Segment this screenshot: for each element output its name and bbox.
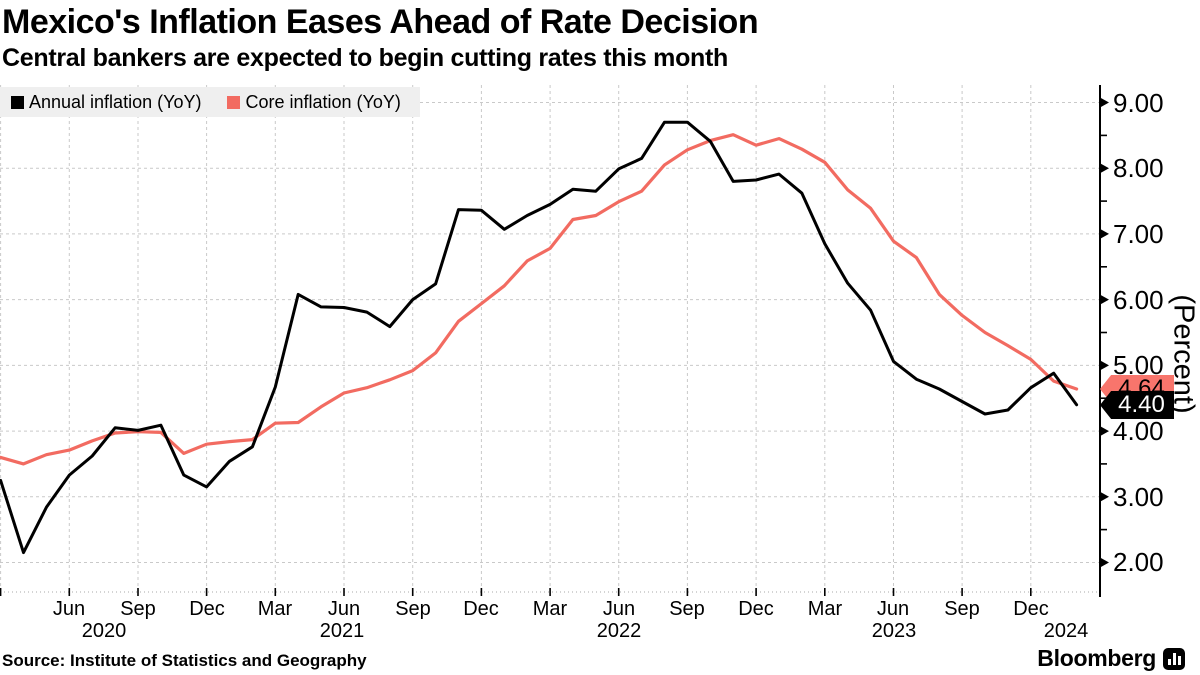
chart-subtitle: Central bankers are expected to begin cu… bbox=[2, 44, 729, 72]
bloomberg-brand: Bloomberg bbox=[1037, 645, 1185, 672]
legend-label-core: Core inflation (YoY) bbox=[245, 91, 401, 112]
chart-title: Mexico's Inflation Eases Ahead of Rate D… bbox=[2, 3, 759, 41]
x-tick-label: Dec bbox=[738, 598, 774, 620]
legend-item-annual: Annual inflation (YoY) bbox=[11, 92, 201, 113]
bloomberg-logo-icon bbox=[1163, 647, 1185, 670]
x-tick-label: Sep bbox=[944, 598, 980, 620]
x-tick-label: Sep bbox=[120, 598, 156, 620]
x-tick-label: Jun bbox=[876, 598, 910, 620]
x-tick-label: Mar bbox=[807, 598, 843, 620]
x-year-label: 2021 bbox=[319, 620, 365, 642]
y-tick-label: 9.00 bbox=[1113, 88, 1164, 118]
x-tick-label: Dec bbox=[463, 598, 499, 620]
annual-value-tag: 4.40 bbox=[1100, 391, 1174, 419]
x-tick-label: Dec bbox=[189, 598, 225, 620]
annual-inflation-line bbox=[0, 120, 1079, 555]
x-tick-label: Jun bbox=[602, 598, 636, 620]
x-axis-ticks bbox=[0, 588, 1032, 596]
x-tick-label: Sep bbox=[395, 598, 431, 620]
x-year-label: 2022 bbox=[596, 620, 642, 642]
x-tick-label: Dec bbox=[1013, 598, 1049, 620]
x-year-label: 2024 bbox=[1043, 620, 1089, 642]
vertical-gridlines bbox=[0, 85, 1032, 590]
y-tick-label: 8.00 bbox=[1113, 153, 1164, 183]
legend-item-core: Core inflation (YoY) bbox=[227, 91, 401, 113]
y-tick-label: 6.00 bbox=[1113, 285, 1164, 315]
x-year-label: 2020 bbox=[81, 620, 127, 642]
x-tick-label: Mar bbox=[257, 598, 293, 620]
x-tick-label: Jun bbox=[327, 598, 361, 620]
core-swatch-icon bbox=[227, 95, 241, 109]
x-tick-label: Mar bbox=[532, 598, 568, 620]
source-credit: Source: Institute of Statistics and Geog… bbox=[2, 651, 367, 670]
legend-label-annual: Annual inflation (YoY) bbox=[29, 91, 202, 112]
y-axis-ticks bbox=[1100, 97, 1109, 568]
core-inflation-line bbox=[0, 133, 1079, 466]
chart-legend: Annual inflation (YoY) Core inflation (Y… bbox=[0, 87, 420, 117]
x-tick-label: Sep bbox=[669, 598, 705, 620]
y-tick-label: 2.00 bbox=[1113, 547, 1164, 577]
annual-swatch-icon bbox=[11, 95, 24, 109]
x-tick-label: Jun bbox=[52, 598, 86, 620]
bloomberg-wordmark: Bloomberg bbox=[1037, 645, 1156, 671]
y-tick-label: 3.00 bbox=[1113, 482, 1164, 512]
y-tick-label: 7.00 bbox=[1113, 219, 1164, 249]
x-year-label: 2023 bbox=[871, 620, 917, 642]
y-tick-label: 5.00 bbox=[1113, 350, 1164, 380]
y-tick-label: 4.00 bbox=[1113, 416, 1164, 446]
